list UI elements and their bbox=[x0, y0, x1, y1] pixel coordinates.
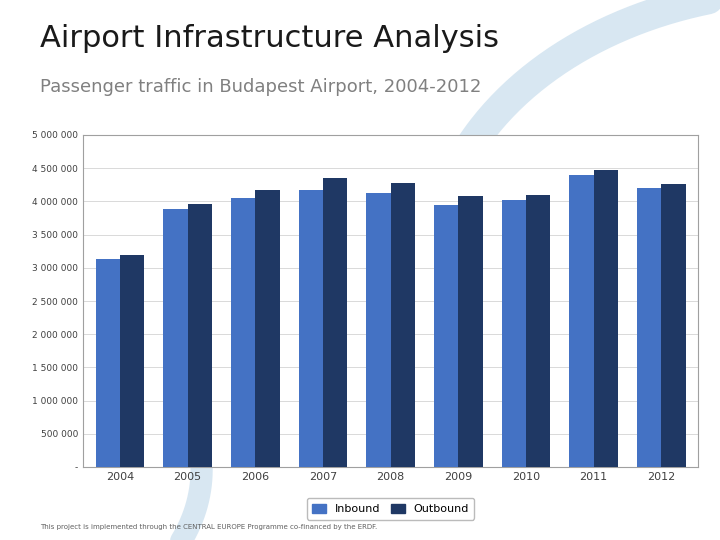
Bar bbox=[502, 200, 526, 467]
Bar bbox=[231, 198, 256, 467]
Bar bbox=[434, 205, 458, 467]
Bar bbox=[188, 204, 212, 467]
Bar bbox=[526, 195, 550, 467]
Bar bbox=[96, 259, 120, 467]
Text: Passenger traffic in Budapest Airport, 2004-2012: Passenger traffic in Budapest Airport, 2… bbox=[40, 78, 481, 96]
Bar bbox=[299, 190, 323, 467]
Legend: Inbound, Outbound: Inbound, Outbound bbox=[307, 498, 474, 519]
Bar bbox=[323, 178, 347, 467]
Bar bbox=[661, 184, 685, 467]
Bar bbox=[636, 188, 661, 467]
Text: This project is implemented through the CENTRAL EUROPE Programme co-financed by : This project is implemented through the … bbox=[40, 524, 377, 530]
Bar bbox=[458, 196, 482, 467]
Bar bbox=[570, 175, 593, 467]
Text: Airport Infrastructure Analysis: Airport Infrastructure Analysis bbox=[40, 24, 498, 53]
Bar bbox=[120, 254, 144, 467]
Bar bbox=[366, 193, 390, 467]
Bar bbox=[163, 210, 188, 467]
Bar bbox=[390, 183, 415, 467]
Bar bbox=[256, 190, 279, 467]
Bar bbox=[593, 170, 618, 467]
